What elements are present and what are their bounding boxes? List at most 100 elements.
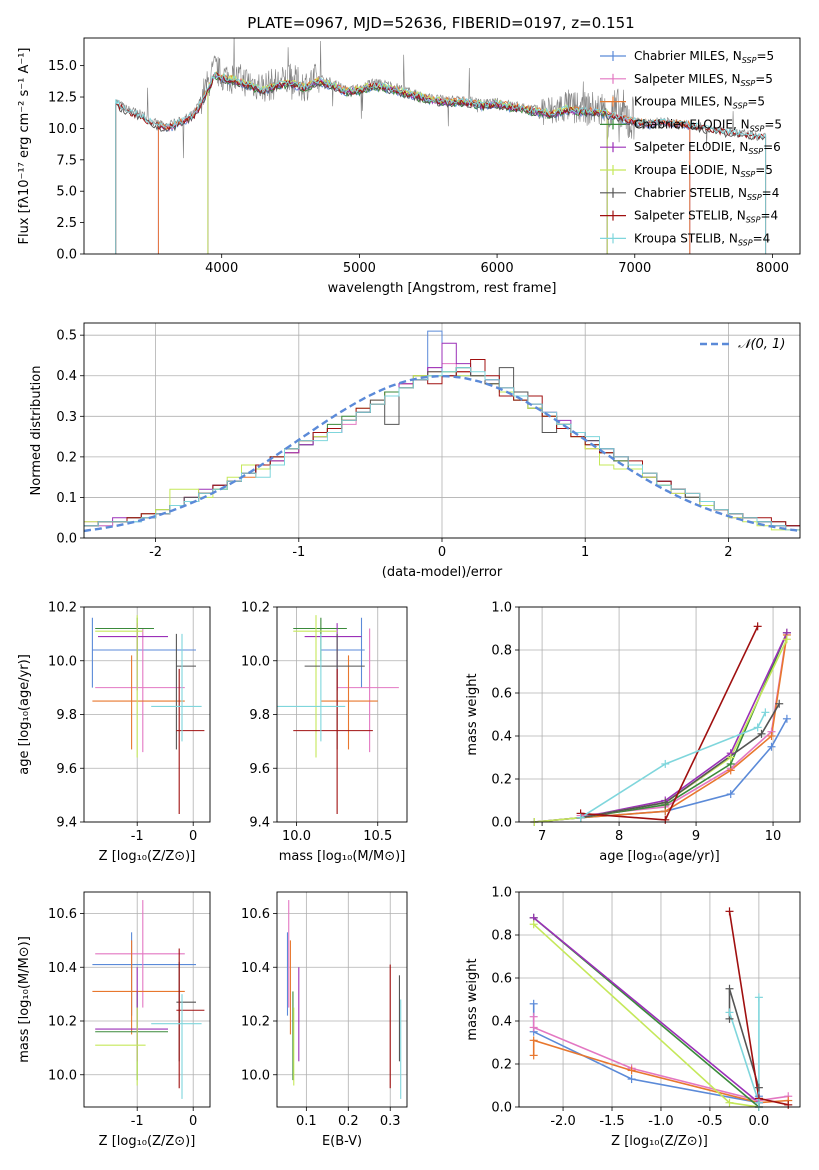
y-tick-label: 0.4 xyxy=(56,369,77,384)
x-tick-label: 8000 xyxy=(756,261,789,276)
x-axis-label: (data-model)/error xyxy=(382,565,503,580)
axes-frame xyxy=(83,37,801,255)
y-tick-label: 9.8 xyxy=(249,708,270,723)
legend-label: Salpeter ELODIE, NSSP=6 xyxy=(634,140,781,156)
legend-label: Kroupa MILES, NSSP=5 xyxy=(634,95,765,111)
x-tick-label: 4000 xyxy=(205,261,238,276)
axes-frame xyxy=(518,891,801,1108)
panel-residuals: -2 -1 0 1 2 0.0 0.1 0.2 0.3 0.4 0.5 (data-model)/er… xyxy=(29,322,801,580)
x-tick-label: -1 xyxy=(131,1114,144,1129)
y-tick-label: 0.0 xyxy=(491,816,512,831)
plot-area xyxy=(277,615,399,814)
panel-mass-vs-ebv: 0.1 0.2 0.3 10.0 10.2 10.4 10.6 E(B-V) xyxy=(241,891,408,1149)
panel-mass-vs-z: -1 0 10.0 10.2 10.4 10.6 Z [log₁₀(Z/Z⊙)] mass [… xyxy=(17,891,211,1149)
x-tick-label: 7000 xyxy=(618,261,651,276)
weight-line-kroupa-stelib xyxy=(580,712,767,819)
y-tick-label: 0.2 xyxy=(56,450,77,465)
x-tick-label: 0.3 xyxy=(380,1114,401,1129)
weight-line-kroupa-stelib xyxy=(728,997,760,1107)
y-tick-label: 9.6 xyxy=(249,762,270,777)
y-tick-label: 15.0 xyxy=(48,59,77,74)
x-tick-label: 10.5 xyxy=(363,829,392,844)
y-axis-label: mass weight xyxy=(465,958,480,1040)
y-tick-label: 10.0 xyxy=(241,1068,270,1083)
y-tick-label: 0.8 xyxy=(491,644,512,659)
x-tick-label: 1 xyxy=(581,545,589,560)
x-tick-label: 8 xyxy=(615,829,623,844)
y-tick-label: 10.0 xyxy=(48,1068,77,1083)
y-tick-label: 0.6 xyxy=(491,972,512,987)
y-axis-label: age [log₁₀(age/yr)] xyxy=(17,654,32,775)
y-tick-label: 2.5 xyxy=(56,216,77,231)
weight-line-chabrier-elodie xyxy=(534,632,788,822)
x-axis-label: Z [log₁₀(Z/Z⊙)] xyxy=(99,849,196,864)
weight-line-chabrier-miles xyxy=(532,1003,760,1104)
legend-label: Salpeter MILES, NSSP=5 xyxy=(634,72,773,88)
x-tick-label: -0.5 xyxy=(697,1114,722,1129)
plot-area xyxy=(84,330,800,538)
x-tick-label: 9 xyxy=(692,829,700,844)
y-axis-label: Flux [fλ10⁻¹⁷ erg cm⁻² s⁻¹ A⁻¹] xyxy=(17,48,32,245)
y-tick-label: 0.1 xyxy=(56,491,77,506)
x-axis-label: age [log₁₀(age/yr)] xyxy=(599,849,720,864)
x-tick-label: -1.0 xyxy=(648,1114,673,1129)
weight-line-chabrier-stelib xyxy=(580,703,780,819)
y-tick-label: 10.4 xyxy=(241,961,270,976)
plot-area xyxy=(91,615,205,814)
y-tick-label: 9.8 xyxy=(56,708,77,723)
y-tick-label: 10.4 xyxy=(48,961,77,976)
axes-frame xyxy=(276,606,408,823)
y-tick-label: 0.0 xyxy=(56,248,77,263)
x-tick-label: 0 xyxy=(189,829,197,844)
y-tick-label: 0.2 xyxy=(491,773,512,788)
plot-area xyxy=(92,900,205,1099)
panel-weight-vs-age: 7 8 9 10 0.0 0.2 0.4 0.6 0.8 1.0 age [log₁₀(age/yr… xyxy=(465,601,801,864)
x-tick-label: -1.5 xyxy=(599,1114,624,1129)
y-tick-label: 10.6 xyxy=(241,907,270,922)
weight-line-salpeter-elodie xyxy=(534,632,788,822)
y-axis-label: mass weight xyxy=(465,673,480,755)
x-tick-label: 10.0 xyxy=(282,829,311,844)
x-axis-label: Z [log₁₀(Z/Z⊙)] xyxy=(611,1134,708,1149)
panel-age-vs-mass: 10.0 10.5 9.4 9.6 9.8 10.0 10.2 mass [log₁₀(M/M… xyxy=(241,601,408,864)
y-tick-label: 5.0 xyxy=(56,185,77,200)
figure-title: PLATE=0967, MJD=52636, FIBERID=0197, z=0… xyxy=(247,14,634,32)
y-tick-label: 0.3 xyxy=(56,410,77,425)
y-tick-label: 10.2 xyxy=(241,601,270,616)
model-line-chabrier-elodie xyxy=(207,75,608,254)
x-tick-label: 10 xyxy=(765,829,782,844)
legend-label: 𝒩(0, 1) xyxy=(738,337,785,352)
x-axis-label: mass [log₁₀(M/M⊙)] xyxy=(279,849,406,864)
x-tick-label: 0.2 xyxy=(338,1114,359,1129)
x-tick-label: -1 xyxy=(131,829,144,844)
model-line-kroupa-stelib xyxy=(115,71,767,254)
axes-frame xyxy=(83,606,211,823)
x-tick-label: -2 xyxy=(149,545,162,560)
y-tick-label: 1.0 xyxy=(491,886,512,901)
model-line-salpeter-elodie xyxy=(207,74,608,254)
x-tick-label: -1 xyxy=(292,545,305,560)
x-axis-label: E(B-V) xyxy=(322,1134,362,1149)
y-tick-label: 9.4 xyxy=(56,816,77,831)
plot-area xyxy=(534,626,788,822)
x-axis-label: wavelength [Angstrom, rest frame] xyxy=(328,281,557,296)
y-tick-label: 10.0 xyxy=(48,122,77,137)
y-tick-label: 0.0 xyxy=(491,1101,512,1116)
legend-label: Salpeter STELIB, NSSP=4 xyxy=(634,209,778,225)
axes-frame xyxy=(518,606,801,823)
axes-frame xyxy=(83,322,801,539)
weight-line-chabrier-miles xyxy=(580,718,788,819)
x-tick-label: 0 xyxy=(438,545,446,560)
y-tick-label: 10.0 xyxy=(48,654,77,669)
y-tick-label: 1.0 xyxy=(491,601,512,616)
y-axis-label: mass [log₁₀(M/M⊙)] xyxy=(17,936,32,1063)
normal-curve xyxy=(84,375,798,533)
axes-frame xyxy=(276,891,408,1108)
x-tick-label: 0 xyxy=(189,1114,197,1129)
y-tick-label: 10.0 xyxy=(241,654,270,669)
y-tick-label: 9.4 xyxy=(249,816,270,831)
legend-label: Kroupa STELIB, NSSP=4 xyxy=(634,231,770,247)
x-tick-label: 6000 xyxy=(481,261,514,276)
legend-label: Chabrier ELODIE, NSSP=5 xyxy=(634,117,782,133)
